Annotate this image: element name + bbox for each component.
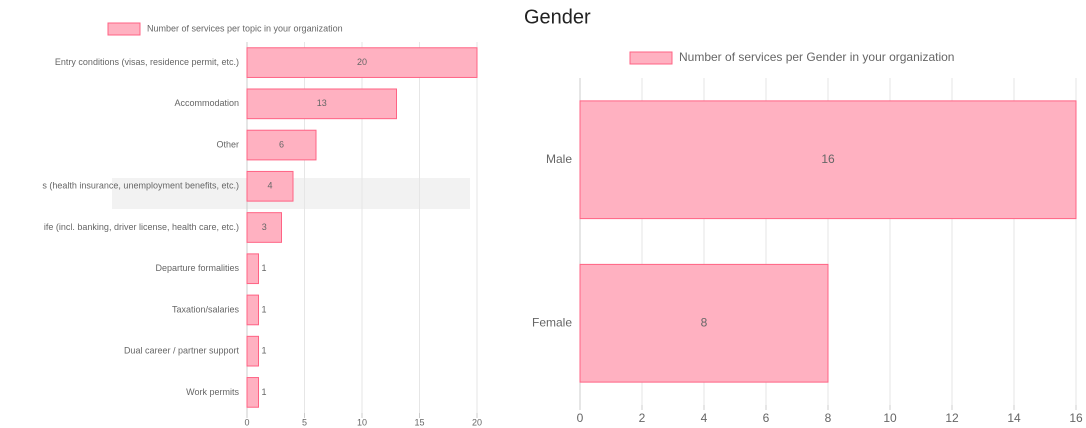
x-tick-label: 20 — [472, 417, 482, 427]
category-label: Accommodation — [174, 98, 239, 108]
data-label: 16 — [821, 152, 835, 166]
data-label: 20 — [357, 57, 367, 67]
data-label: 4 — [267, 181, 272, 191]
x-tick-label: 12 — [945, 411, 959, 425]
legend-label: Number of services per Gender in your or… — [679, 50, 954, 64]
x-tick-label: 16 — [1069, 411, 1083, 425]
x-tick-label: 5 — [302, 417, 307, 427]
data-label: 1 — [262, 263, 267, 273]
x-tick-label: 8 — [825, 411, 832, 425]
data-label: 13 — [317, 98, 327, 108]
category-label: Dual career / partner support — [124, 346, 240, 356]
bar — [246, 212, 282, 243]
x-tick-label: 6 — [763, 411, 770, 425]
data-label: 1 — [262, 304, 267, 314]
legend-swatch — [107, 22, 141, 36]
legend-label: Number of services per topic in your org… — [147, 23, 343, 33]
x-tick-label: 10 — [357, 417, 367, 427]
data-label: 8 — [701, 315, 708, 329]
data-label: 1 — [262, 346, 267, 356]
x-tick-label: 14 — [1007, 411, 1021, 425]
category-label: Female — [532, 315, 572, 329]
bar — [246, 335, 259, 367]
data-label: 6 — [279, 139, 284, 149]
category-label: Male — [546, 152, 572, 166]
bar — [246, 377, 259, 408]
x-tick-label: 0 — [244, 417, 249, 427]
x-tick-label: 0 — [577, 411, 584, 425]
chart-title: Gender — [524, 6, 591, 28]
bar — [246, 253, 259, 285]
category-label: Work permits — [186, 387, 239, 397]
category-label: Departure formalities — [155, 263, 239, 273]
category-label: Entry conditions (visas, residence permi… — [55, 57, 239, 67]
category-label: s (health insurance, unemployment benefi… — [42, 181, 239, 191]
x-tick-label: 2 — [639, 411, 646, 425]
legend-swatch — [629, 51, 673, 65]
x-tick-label: 15 — [414, 417, 424, 427]
bar — [246, 294, 259, 326]
category-label: Taxation/salaries — [172, 304, 240, 314]
bar — [246, 129, 317, 161]
category-label: ife (incl. banking, driver license, heal… — [44, 222, 239, 232]
bar — [579, 100, 1077, 220]
x-tick-label: 4 — [701, 411, 708, 425]
data-label: 3 — [262, 222, 267, 232]
x-tick-label: 10 — [883, 411, 897, 425]
bar — [246, 88, 397, 120]
data-label: 1 — [262, 387, 267, 397]
bar — [246, 170, 294, 202]
bar — [246, 47, 478, 78]
category-label: Other — [216, 139, 239, 149]
bar — [579, 263, 829, 383]
